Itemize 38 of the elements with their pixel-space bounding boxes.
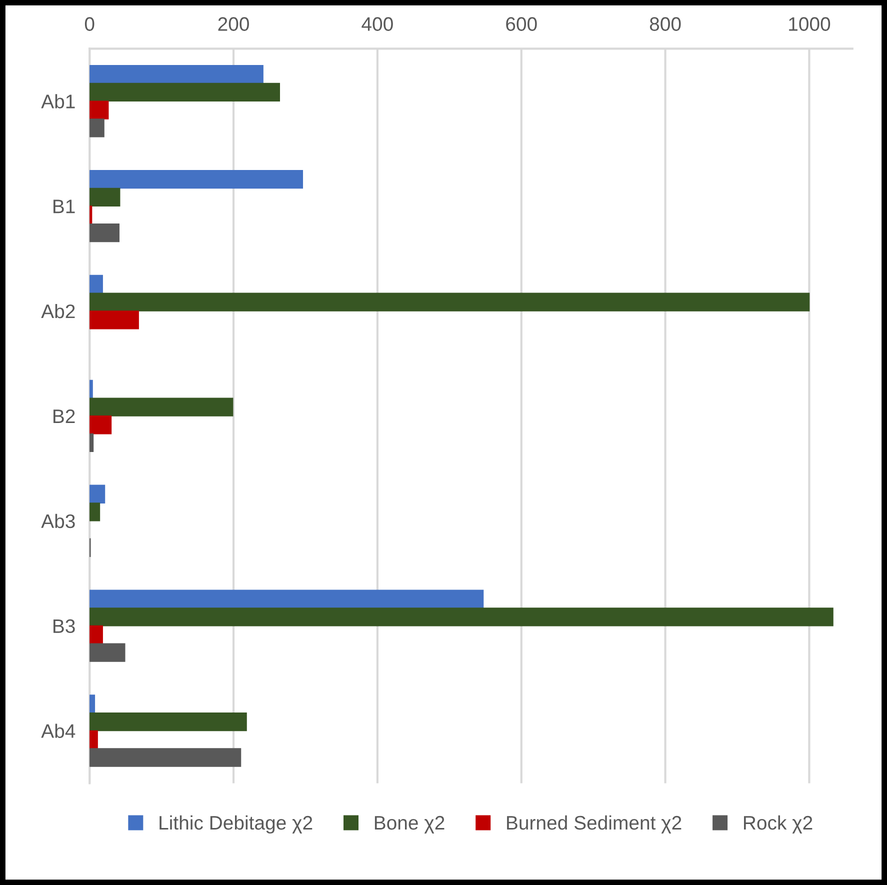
y-tick-label: B2 [54, 409, 75, 423]
legend-label: Lithic Debitage χ2 [160, 815, 312, 834]
bar [90, 100, 109, 120]
bar [90, 274, 103, 294]
bar [90, 590, 484, 608]
bar [90, 82, 280, 102]
bar [90, 118, 104, 138]
bar [90, 625, 103, 644]
bar [90, 398, 234, 416]
x-tick-label: 1000 [789, 17, 830, 31]
x-tick-label: 0 [84, 17, 94, 31]
bar [90, 712, 247, 732]
y-tick-label: Ab4 [41, 724, 76, 738]
bar [90, 730, 98, 750]
legend-label: Burned Sediment χ2 [507, 815, 682, 834]
x-tick-label: 800 [650, 17, 681, 31]
bar [90, 224, 120, 242]
bar [90, 292, 810, 312]
bar [90, 416, 112, 434]
bar [90, 65, 264, 84]
bar [90, 170, 304, 189]
legend-label: Bone χ2 [374, 816, 444, 834]
bar [90, 188, 120, 206]
bar [90, 502, 100, 522]
y-tick-label: Ab1 [41, 94, 75, 108]
x-tick-label: 200 [218, 17, 249, 31]
bar [90, 748, 242, 767]
bar [90, 310, 139, 330]
y-tick-label: B1 [54, 200, 75, 214]
y-tick-label: B3 [54, 619, 75, 634]
bar [90, 484, 106, 504]
legend-label: Rock χ2 [744, 815, 812, 834]
x-tick-label: 600 [506, 17, 537, 31]
y-tick-label: Ab3 [41, 514, 75, 528]
y-tick-label: Ab2 [41, 304, 75, 318]
x-tick-label: 400 [362, 17, 393, 31]
bar [90, 608, 834, 626]
bar [90, 643, 126, 662]
